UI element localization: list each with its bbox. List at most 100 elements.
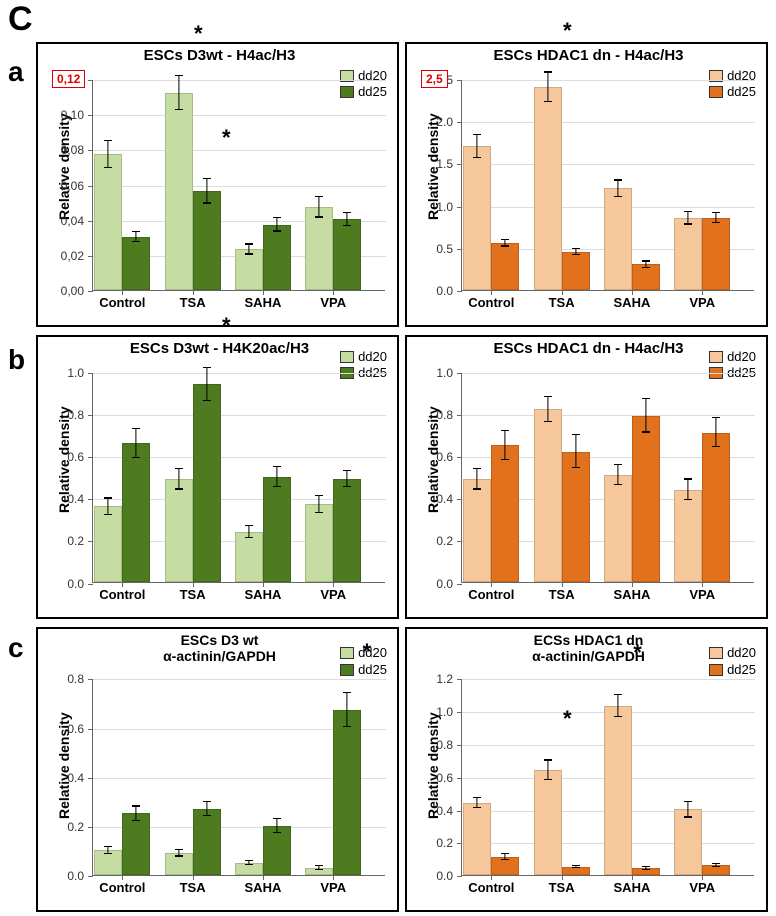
- bar-group: [165, 384, 221, 582]
- figure-panel-C: C a b c ESCs D3wt - H4ac/H30,12dd20dd25R…: [0, 0, 776, 916]
- significance-star: *: [563, 18, 572, 44]
- x-tick-label: TSA: [180, 295, 206, 310]
- x-tick-label: Control: [99, 880, 145, 895]
- bar-group: [165, 809, 221, 875]
- x-tick-label: SAHA: [614, 880, 651, 895]
- y-tick-label: 0.5: [413, 242, 453, 256]
- y-tick-label: 0.0: [413, 577, 453, 591]
- bar: [562, 452, 590, 583]
- bar: [165, 479, 193, 582]
- y-tick-label: 0.4: [413, 804, 453, 818]
- y-tick-label: 0,04: [44, 214, 84, 228]
- bar-group: [94, 154, 150, 289]
- panel-b_right: ESCs HDAC1 dn - H4ac/H3dd20dd25Relative …: [405, 335, 768, 620]
- x-tick-label: VPA: [689, 295, 715, 310]
- legend-swatch: [340, 351, 354, 363]
- panel-b_left: ESCs D3wt - H4K20ac/H3dd20dd25Relative d…: [36, 335, 399, 620]
- y-tick-label: 0.4: [413, 492, 453, 506]
- bar-group: [235, 477, 291, 583]
- legend: dd20dd25: [709, 645, 756, 678]
- x-tick-label: SAHA: [245, 587, 282, 602]
- row-label-a: a: [8, 56, 24, 88]
- y-tick-label: 0.8: [44, 672, 84, 686]
- bar: [305, 207, 333, 290]
- bar: [534, 770, 562, 875]
- x-tick-label: TSA: [180, 587, 206, 602]
- bar: [674, 218, 702, 290]
- y-tick-label: 0.2: [44, 534, 84, 548]
- bar: [333, 219, 361, 289]
- panel-c_left: ESCs D3 wtα-actinin/GAPDHdd20dd25Relativ…: [36, 627, 399, 912]
- chart-title: ESCs D3wt - H4ac/H3: [48, 48, 391, 65]
- y-tick-label: 1.0: [413, 705, 453, 719]
- row-label-c: c: [8, 632, 24, 664]
- x-tick-label: Control: [468, 295, 514, 310]
- legend-swatch: [709, 647, 723, 659]
- y-tick-label: 0,08: [44, 143, 84, 157]
- bar: [562, 252, 590, 290]
- bar: [463, 803, 491, 875]
- y-tick-label: 0.8: [413, 408, 453, 422]
- y-tick-label: 0.0: [413, 284, 453, 298]
- x-tick-label: TSA: [549, 587, 575, 602]
- bar-group: [94, 443, 150, 582]
- bar-group: [94, 813, 150, 875]
- y-tick-label: 0,06: [44, 179, 84, 193]
- y-tick-label: 0.0: [44, 577, 84, 591]
- legend-swatch: [340, 647, 354, 659]
- y-tick-label: 0.4: [44, 492, 84, 506]
- bar: [333, 479, 361, 582]
- panel-a_left: ESCs D3wt - H4ac/H30,12dd20dd25Relative …: [36, 42, 399, 327]
- panel-grid: ESCs D3wt - H4ac/H30,12dd20dd25Relative …: [36, 42, 768, 912]
- x-tick-label: SAHA: [245, 295, 282, 310]
- y-tick-label: 0,10: [44, 108, 84, 122]
- row-label-b: b: [8, 344, 25, 376]
- significance-star: *: [194, 21, 203, 47]
- y-tick-label: 0.6: [44, 722, 84, 736]
- y-tick-label: 0.8: [44, 408, 84, 422]
- significance-star: *: [633, 640, 642, 666]
- legend-label: dd20: [727, 349, 756, 365]
- y-tick-label: 1.2: [413, 672, 453, 686]
- x-tick-label: VPA: [689, 880, 715, 895]
- x-tick-label: Control: [99, 587, 145, 602]
- y-tick-label: 1.0: [413, 200, 453, 214]
- bar-group: [604, 706, 660, 875]
- y-tick-label: 0.8: [413, 738, 453, 752]
- y-tick-label: 1.5: [413, 157, 453, 171]
- bar: [632, 264, 660, 289]
- bar: [122, 443, 150, 582]
- y-tick-label: 0.0: [44, 869, 84, 883]
- bar-group: [463, 146, 519, 289]
- bar-group: [674, 433, 730, 583]
- y-tick-label: 0.2: [413, 836, 453, 850]
- x-tick-label: Control: [99, 295, 145, 310]
- bar-group: [235, 225, 291, 290]
- bar-group: [674, 809, 730, 875]
- x-tick-label: VPA: [689, 587, 715, 602]
- significance-star: *: [563, 706, 572, 732]
- bar-group: [534, 770, 590, 875]
- bar: [235, 532, 263, 583]
- bar: [193, 384, 221, 582]
- y-tick-label: 1.0: [413, 366, 453, 380]
- bar: [263, 477, 291, 583]
- bar: [674, 809, 702, 875]
- bar: [165, 93, 193, 290]
- chart-area: 0.00.20.40.60.81.0ControlTSASAHAVPA: [461, 373, 754, 584]
- bar: [305, 504, 333, 582]
- bar-group: [534, 409, 590, 582]
- x-tick-label: VPA: [320, 587, 346, 602]
- panel-a_right: ESCs HDAC1 dn - H4ac/H32,5dd20dd25Relati…: [405, 42, 768, 327]
- x-tick-label: SAHA: [614, 587, 651, 602]
- bar: [491, 243, 519, 289]
- bar: [333, 710, 361, 875]
- bar: [94, 154, 122, 289]
- bar: [632, 416, 660, 583]
- x-tick-label: Control: [468, 587, 514, 602]
- bar: [122, 237, 150, 290]
- legend-swatch: [340, 664, 354, 676]
- legend-label: dd20: [727, 645, 756, 661]
- y-max-badge: 2,5: [421, 70, 448, 88]
- chart-title: ESCs HDAC1 dn - H4ac/H3: [417, 48, 760, 65]
